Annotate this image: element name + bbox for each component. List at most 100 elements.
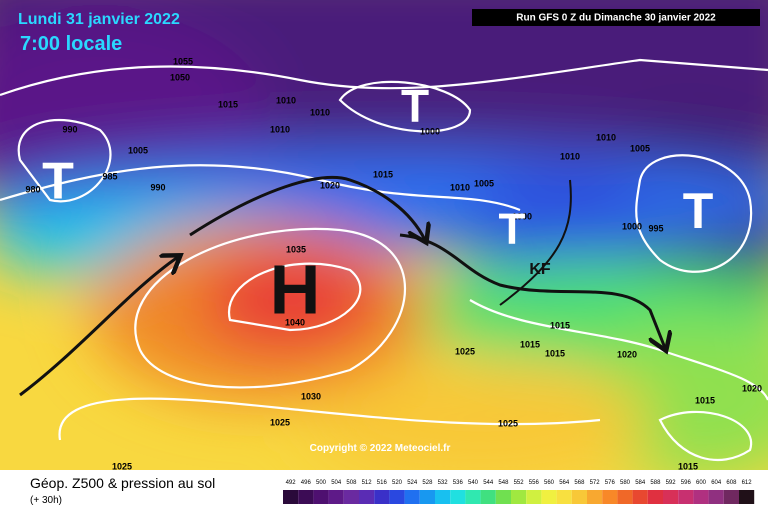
- scale-label: 556: [529, 480, 540, 486]
- scale-label: 584: [635, 480, 646, 486]
- scale-swatch: [708, 490, 724, 504]
- geopotential-field: [0, 0, 768, 470]
- pressure-label: 1025: [270, 417, 290, 427]
- scale-swatch: [480, 490, 496, 504]
- scale-swatch: [389, 490, 405, 504]
- pressure-label: 1020: [320, 180, 340, 190]
- scale-swatch: [419, 490, 435, 504]
- scale-label: 600: [696, 480, 707, 486]
- scale-label: 564: [559, 480, 570, 486]
- scale-swatch: [617, 490, 633, 504]
- scale-swatch: [632, 490, 648, 504]
- scale-swatch: [283, 490, 299, 504]
- scale-label: 572: [590, 480, 601, 486]
- pressure-label: 1015: [218, 99, 238, 109]
- scale-swatch: [678, 490, 694, 504]
- copyright: Copyright © 2022 Meteociel.fr: [310, 443, 451, 454]
- valid-date: Lundi 31 janvier 2022: [18, 11, 180, 28]
- pressure-label: 1010: [560, 151, 580, 161]
- pressure-label: 1020: [617, 349, 637, 359]
- pressure-system: KF: [529, 261, 551, 278]
- scale: 492 496 500 504 508 512 516 520 524 528 532 536 540 5…: [283, 480, 755, 504]
- pressure-label: 1055: [173, 56, 193, 66]
- scale-label: 508: [346, 480, 357, 486]
- scale-label: 512: [362, 480, 373, 486]
- pressure-label: 1005: [128, 145, 148, 155]
- scale-label: 552: [514, 480, 525, 486]
- scale-label: 580: [620, 480, 631, 486]
- scale-label: 520: [392, 480, 403, 486]
- pressure-label: 985: [102, 171, 117, 181]
- scale-swatch: [663, 490, 679, 504]
- pressure-system: H: [270, 250, 321, 328]
- scale-label: 588: [650, 480, 661, 486]
- scale-label: 516: [377, 480, 388, 486]
- systems: T T T T H KF: [42, 80, 713, 328]
- pressure-label: 1000: [512, 211, 532, 221]
- scale-swatch: [602, 490, 618, 504]
- pressure-system: T: [42, 153, 74, 211]
- pressure-label: 1040: [285, 317, 305, 327]
- scale-swatch: [571, 490, 587, 504]
- scale-swatch: [693, 490, 709, 504]
- scale-label: 496: [301, 480, 312, 486]
- scale-label: 528: [422, 480, 433, 486]
- scale-swatch: [435, 490, 451, 504]
- scale-label: 540: [468, 480, 479, 486]
- scale-swatch: [647, 490, 663, 504]
- scale-swatch: [556, 490, 572, 504]
- valid-time: 7:00 locale: [20, 33, 122, 55]
- scale-label: 524: [407, 480, 418, 486]
- pressure-label: 1025: [455, 346, 475, 356]
- scale-label: 612: [742, 480, 753, 486]
- scale-swatch: [450, 490, 466, 504]
- pressure-label: 1000: [420, 126, 440, 136]
- scale-label: 504: [331, 480, 342, 486]
- scale-swatch: [359, 490, 375, 504]
- pressure-labels: 1055 1050 1015 1010 1010 990 1005 1010 1020 1015 1…: [25, 56, 762, 471]
- pressure-label: 1005: [474, 178, 494, 188]
- scale-swatch: [374, 490, 390, 504]
- pressure-label: 1025: [498, 418, 518, 428]
- pressure-label: 1015: [545, 348, 565, 358]
- scale-swatch: [526, 490, 542, 504]
- scale-swatch: [495, 490, 511, 504]
- pressure-label: 1050: [170, 72, 190, 82]
- scale-swatch: [298, 490, 314, 504]
- pressure-label: 1020: [742, 383, 762, 393]
- scale-swatch: [404, 490, 420, 504]
- pressure-label: 990: [150, 182, 165, 192]
- pressure-label: 1005: [630, 143, 650, 153]
- pressure-system: T: [499, 205, 526, 254]
- pressure-label: 1035: [286, 244, 306, 254]
- pressure-label: 1015: [550, 320, 570, 330]
- scale-label: 548: [498, 480, 509, 486]
- pressure-label: 1000: [622, 221, 642, 231]
- run-box: [472, 9, 760, 26]
- pressure-label: 1010: [596, 132, 616, 142]
- scale-swatch: [313, 490, 329, 504]
- scale-label: 536: [453, 480, 464, 486]
- scale-label: 596: [681, 480, 692, 486]
- scale-label: 576: [605, 480, 616, 486]
- scale-label: 544: [483, 480, 494, 486]
- scale-swatch: [739, 490, 755, 504]
- pressure-label: 980: [25, 184, 40, 194]
- scale-swatch: [328, 490, 344, 504]
- scale-label: 592: [666, 480, 677, 486]
- pressure-label: 1015: [678, 461, 698, 471]
- pressure-label: 1030: [301, 391, 321, 401]
- scale-label: 604: [711, 480, 722, 486]
- pressure-system: T: [401, 80, 429, 132]
- pressure-label: 995: [648, 223, 663, 233]
- pressure-label: 1015: [520, 339, 540, 349]
- footer-lead: (+ 30h): [30, 495, 62, 506]
- pressure-label: 1015: [373, 169, 393, 179]
- pressure-label: 1010: [310, 107, 330, 117]
- scale-label: 500: [316, 480, 327, 486]
- scale-swatch: [511, 490, 527, 504]
- scale-swatch: [587, 490, 603, 504]
- scale-swatch: [541, 490, 557, 504]
- scale-label: 608: [726, 480, 737, 486]
